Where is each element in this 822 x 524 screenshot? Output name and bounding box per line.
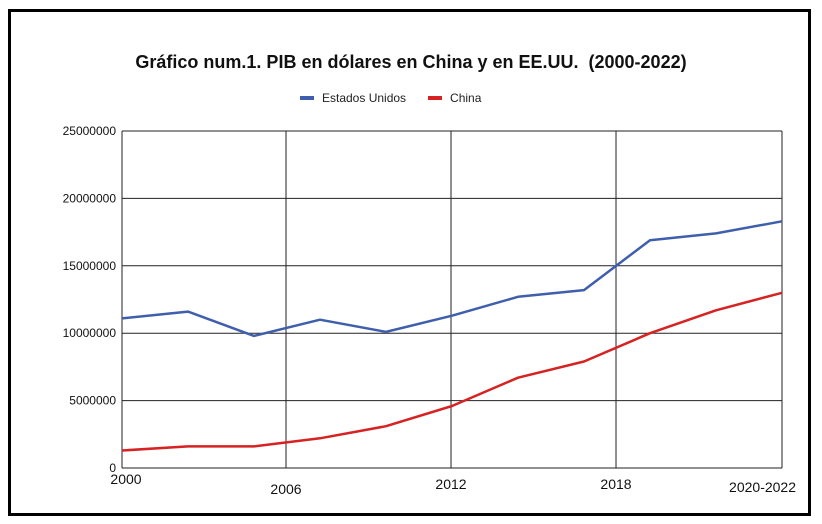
x-tick-label: 2000 xyxy=(110,471,141,487)
y-tick-label: 0 xyxy=(109,461,116,475)
chart-frame xyxy=(8,9,811,516)
legend-item-china: China xyxy=(428,91,481,105)
chart-legend: Estados Unidos China xyxy=(300,91,503,105)
series-line-estados-unidos xyxy=(121,220,783,338)
y-tick-label: 25000000 xyxy=(63,124,117,138)
legend-swatch-china xyxy=(428,96,443,100)
y-tick-label: 20000000 xyxy=(63,191,117,205)
chart-title: Gráfico num.1. PIB en dólares en China y… xyxy=(135,52,687,72)
x-tick-label: 2006 xyxy=(270,481,301,497)
y-tick-label: 5000000 xyxy=(69,394,116,408)
legend-item-estados-unidos: Estados Unidos xyxy=(300,91,406,105)
x-tick-label: 2018 xyxy=(600,476,631,492)
y-tick-label: 15000000 xyxy=(63,259,117,273)
legend-swatch-estados-unidos xyxy=(300,96,314,100)
y-tick-label: 10000000 xyxy=(63,326,117,340)
legend-label-estados-unidos: Estados Unidos xyxy=(322,91,407,105)
x-tick-label: 2012 xyxy=(435,476,466,492)
x-tick-label: 2020-2022 xyxy=(729,479,796,495)
legend-label-china: China xyxy=(450,91,482,105)
